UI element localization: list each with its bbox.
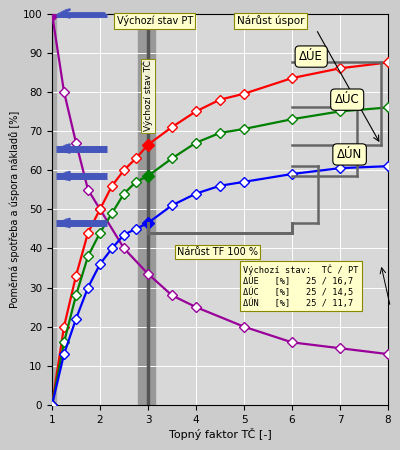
- Text: ΔÚE: ΔÚE: [299, 50, 323, 63]
- Text: ΔÚN: ΔÚN: [337, 148, 362, 161]
- Bar: [138, 14, 155, 405]
- Bar: [48, 14, 56, 405]
- Text: Nárůst úspor: Nárůst úspor: [237, 15, 304, 27]
- Y-axis label: Poměrná spotřeba a úspora nákladů [%]: Poměrná spotřeba a úspora nákladů [%]: [9, 111, 20, 308]
- Text: ΔÚC: ΔÚC: [335, 93, 360, 106]
- Text: Výchozí stav PT: Výchozí stav PT: [117, 15, 193, 27]
- Text: Nárůst TF 100 %: Nárůst TF 100 %: [177, 248, 258, 257]
- Text: Výchozí stav TČ: Výchozí stav TČ: [143, 60, 153, 131]
- X-axis label: Topný faktor TČ [-]: Topný faktor TČ [-]: [169, 428, 271, 440]
- Text: Výchozí stav:  TČ / PT
ΔÚE   [%]   25 / 16,7
ΔÚC   [%]   25 / 14,5
ΔÚN   [%]   2: Výchozí stav: TČ / PT ΔÚE [%] 25 / 16,7 …: [243, 264, 358, 307]
